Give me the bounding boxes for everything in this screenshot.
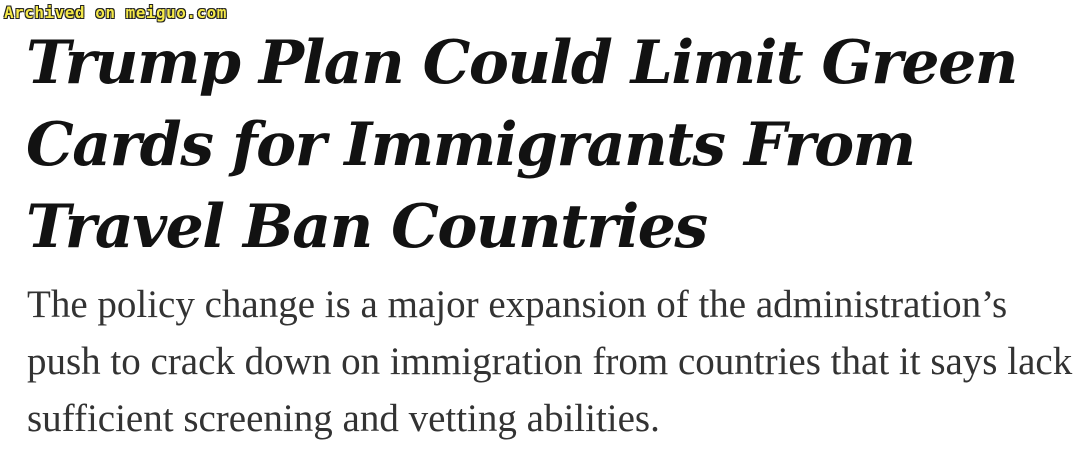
- article-summary: The policy change is a major expansion o…: [27, 283, 1073, 440]
- archive-watermark: Archived on meiguo.com: [4, 3, 227, 22]
- headline: Trump Plan Could Limit Green Cards for I…: [26, 28, 1018, 262]
